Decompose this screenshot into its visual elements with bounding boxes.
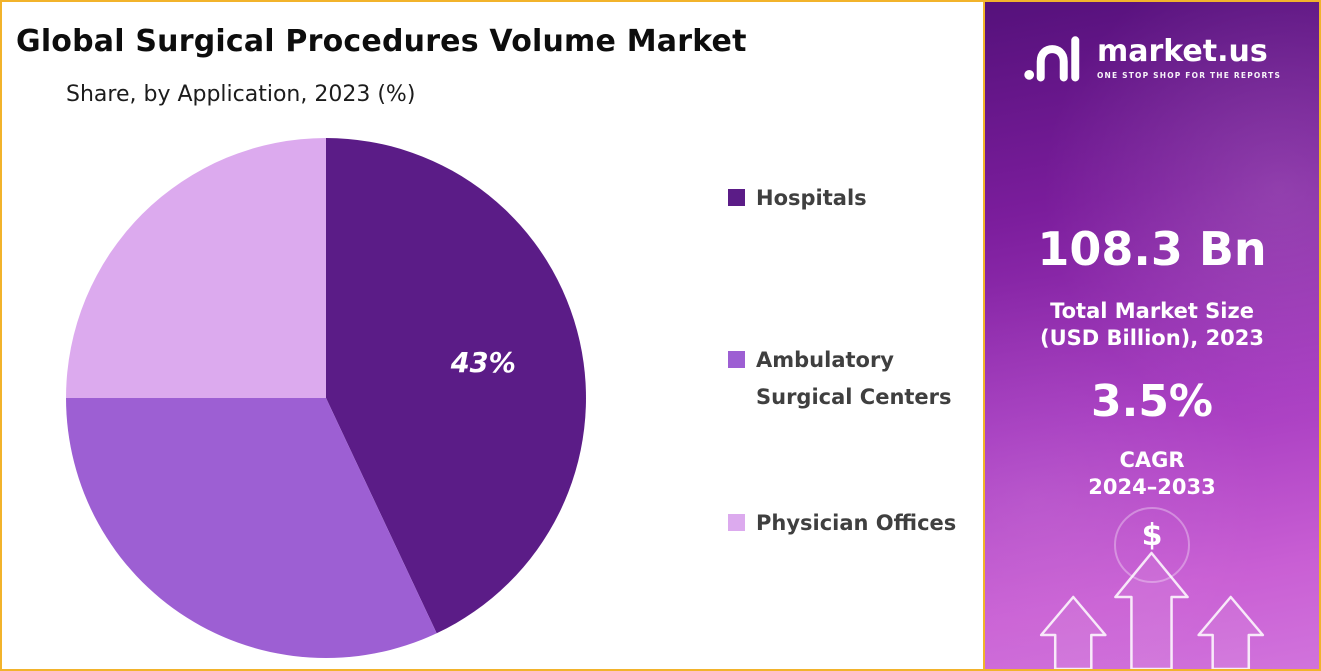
pie-chart: 43% (66, 138, 586, 658)
market-size-label: Total Market Size (USD Billion), 2023 (985, 298, 1319, 353)
pie-data-label: 43% (450, 348, 516, 379)
market-size-value: 108.3 Bn (1037, 222, 1267, 276)
market-size-label-line1: Total Market Size (1050, 299, 1254, 323)
pie-slice-physician-offices (66, 138, 326, 398)
market-size-label-line2: (USD Billion), 2023 (1039, 326, 1265, 351)
legend-label: Physician Offices (756, 511, 957, 535)
brand-name: market.us (1096, 33, 1268, 69)
legend-swatch (728, 514, 745, 531)
chart-legend: Hospitals Ambulatory Surgical Centers Phys… (728, 2, 973, 669)
cagr-label-line1: CAGR (1119, 448, 1185, 472)
pie-slice-ambulatory-surgical-centers (66, 398, 437, 658)
brand-logo: market.us ONE STOP SHOP FOR THE REPORTS (985, 34, 1319, 82)
dollar-icon: $ (1141, 518, 1163, 553)
brand-text: market.us ONE STOP SHOP FOR THE REPORTS (1096, 33, 1282, 80)
legend-item-physician-offices: Physician Offices (728, 505, 973, 542)
legend-label: Hospitals (756, 186, 867, 210)
cagr-value: 3.5% (1090, 376, 1214, 427)
legend-item-ambulatory-surgical-centers: Ambulatory Surgical Centers (728, 342, 973, 416)
cagr-label: CAGR 2024–2033 (985, 447, 1319, 502)
chart-subtitle: Share, by Application, 2023 (%) (66, 82, 416, 107)
growth-arrows-icon (1039, 551, 1265, 669)
marketus-logo-icon (1024, 36, 1080, 82)
pie-slice-hospitals (326, 138, 586, 634)
dollar-ring (1114, 507, 1190, 583)
brand-tagline: ONE STOP SHOP FOR THE REPORTS (1096, 70, 1282, 80)
brand-panel: market.us ONE STOP SHOP FOR THE REPORTS … (983, 2, 1319, 669)
legend-swatch (728, 189, 745, 206)
legend-swatch (728, 351, 745, 368)
cagr-label-line2: 2024–2033 (1088, 475, 1216, 500)
legend-label: Ambulatory Surgical Centers (756, 348, 952, 409)
chart-title: Global Surgical Procedures Volume Market (16, 24, 747, 59)
chart-section: Global Surgical Procedures Volume Market… (2, 2, 984, 669)
legend-item-hospitals: Hospitals (728, 180, 973, 217)
